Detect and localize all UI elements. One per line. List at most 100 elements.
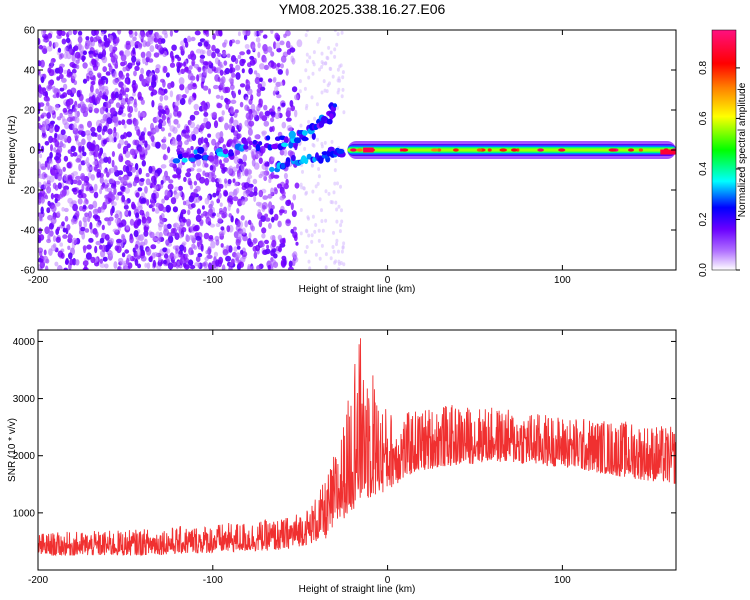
noise-blob xyxy=(122,66,127,72)
noise-blob xyxy=(150,244,157,250)
noise-blob xyxy=(137,110,141,119)
noise-blob xyxy=(146,262,151,270)
noise-blob xyxy=(48,106,55,114)
noise-blob xyxy=(267,193,273,199)
noise-blob xyxy=(124,78,129,85)
noise-blob xyxy=(216,198,221,204)
band-peak xyxy=(499,148,508,152)
noise-blob xyxy=(248,232,252,240)
noise-blob xyxy=(49,175,55,183)
noise-blob xyxy=(61,207,65,212)
noise-blob xyxy=(192,82,197,87)
scatter-blob xyxy=(337,267,341,270)
noise-blob xyxy=(161,38,166,44)
noise-blob xyxy=(190,146,194,151)
ramp-blob xyxy=(288,130,296,139)
noise-blob xyxy=(89,222,93,230)
noise-blob xyxy=(143,186,148,194)
scatter-blob xyxy=(329,67,333,71)
noise-blob xyxy=(189,121,196,129)
lower-ramp-blob xyxy=(318,156,324,164)
noise-blob xyxy=(56,92,60,99)
noise-blob xyxy=(47,33,53,39)
scatter-blob xyxy=(335,238,339,243)
noise-blob xyxy=(187,54,193,60)
noise-blob xyxy=(167,183,174,190)
noise-blob xyxy=(71,116,76,121)
noise-blob xyxy=(124,140,129,146)
scatter-blob xyxy=(310,95,314,100)
noise-blob xyxy=(95,145,99,153)
noise-blob xyxy=(173,109,179,117)
noise-blob xyxy=(250,149,256,156)
noise-blob xyxy=(168,179,174,184)
ramp-blob xyxy=(311,132,316,140)
noise-blob xyxy=(195,214,202,223)
scatter-blob xyxy=(310,239,314,244)
noise-blob xyxy=(56,116,62,121)
lower-ramp-blob xyxy=(280,163,286,169)
noise-blob xyxy=(253,195,257,202)
figure-title: YM08.2025.338.16.27.E06 xyxy=(279,1,446,17)
noise-blob xyxy=(82,50,87,56)
noise-blob xyxy=(188,235,194,240)
noise-blob xyxy=(87,120,92,128)
noise-blob xyxy=(39,189,45,197)
noise-blob xyxy=(266,244,270,250)
noise-blob xyxy=(138,167,142,175)
noise-blob xyxy=(236,220,241,227)
noise-blob xyxy=(66,101,71,110)
noise-blob xyxy=(274,112,281,120)
noise-blob xyxy=(217,217,223,223)
noise-blob xyxy=(57,66,64,75)
noise-blob xyxy=(41,112,47,117)
noise-blob xyxy=(188,259,194,266)
noise-blob xyxy=(280,55,287,63)
noise-blob xyxy=(111,73,116,78)
noise-blob xyxy=(114,213,119,219)
noise-blob xyxy=(162,247,168,253)
noise-blob xyxy=(132,86,136,94)
scatter-blob xyxy=(337,87,341,92)
noise-blob xyxy=(236,163,240,169)
noise-blob xyxy=(127,97,134,105)
noise-blob xyxy=(118,81,124,88)
noise-blob xyxy=(72,171,78,176)
noise-blob xyxy=(60,190,66,198)
noise-blob xyxy=(39,153,43,159)
noise-blob xyxy=(74,134,80,139)
noise-blob xyxy=(81,138,86,146)
noise-blob xyxy=(62,227,67,233)
noise-blob xyxy=(82,78,88,84)
noise-blob xyxy=(249,59,256,66)
noise-blob xyxy=(95,35,100,41)
noise-blob xyxy=(225,255,232,262)
scatter-blob xyxy=(313,116,317,121)
noise-blob xyxy=(289,100,294,107)
noise-blob xyxy=(200,213,204,218)
scatter-blob xyxy=(307,75,311,80)
noise-blob xyxy=(124,93,129,98)
noise-blob xyxy=(163,224,168,232)
scatter-blob xyxy=(308,55,312,60)
noise-blob xyxy=(52,182,57,189)
noise-blob xyxy=(93,191,99,199)
ramp-blob xyxy=(241,137,247,144)
noise-blob xyxy=(110,55,116,63)
noise-blob xyxy=(215,94,221,99)
noise-blob xyxy=(207,254,213,259)
scatter-blob xyxy=(304,33,308,38)
scatter-blob xyxy=(317,174,321,179)
scatter-blob xyxy=(320,219,324,224)
noise-blob xyxy=(172,206,178,213)
noise-blob xyxy=(150,122,154,131)
noise-blob xyxy=(61,221,65,227)
noise-blob xyxy=(153,128,160,133)
noise-blob xyxy=(151,175,157,183)
ramp-blob xyxy=(329,113,334,119)
noise-blob xyxy=(82,245,87,251)
lower-ramp-blob xyxy=(336,148,345,155)
ramp-blob xyxy=(222,152,229,158)
noise-blob xyxy=(113,136,117,143)
noise-blob xyxy=(98,84,105,90)
